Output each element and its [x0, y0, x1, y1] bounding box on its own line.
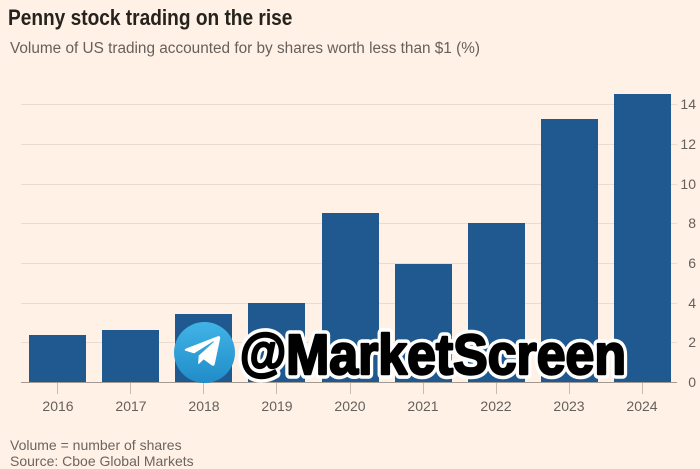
svg-text:@MarketScreen: @MarketScreen [240, 323, 626, 387]
svg-text:@MarketScreen: @MarketScreen [240, 323, 626, 387]
